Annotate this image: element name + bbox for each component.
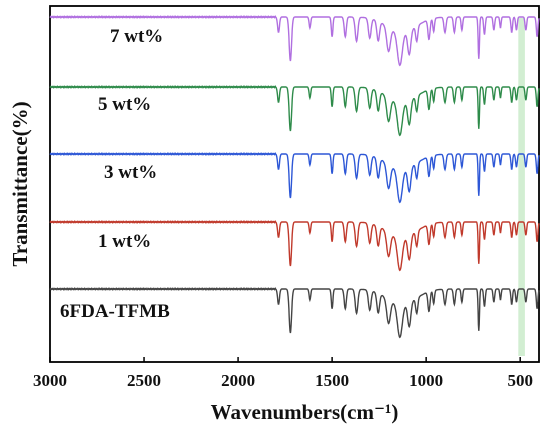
x-tick-label: 3000 (33, 371, 67, 390)
x-tick-label: 500 (507, 371, 533, 390)
plot-frame (49, 5, 540, 363)
series-line (49, 287, 540, 339)
x-axis-title: Wavenumbers(cm⁻¹) (211, 400, 399, 424)
series-line (49, 15, 540, 67)
series-label: 6FDA-TFMB (60, 301, 170, 322)
highlight-band (518, 18, 525, 356)
series-label: 3 wt% (104, 162, 157, 183)
series-line (49, 220, 540, 272)
x-tick-label: 1000 (409, 371, 443, 390)
series-line (49, 152, 540, 204)
series-label: 5 wt% (98, 94, 151, 115)
series-label: 1 wt% (98, 231, 151, 252)
y-axis-title: Transmittance(%) (8, 101, 32, 266)
x-axis-ticks: 3000 2500 2000 1500 1000 500 (33, 357, 533, 390)
series-label: 7 wt% (110, 26, 163, 47)
x-tick-label: 1500 (315, 371, 349, 390)
x-tick-label: 2500 (127, 371, 161, 390)
x-tick-label: 2000 (221, 371, 255, 390)
series-line (49, 85, 540, 137)
series-layer: 7 wt% 5 wt% 3 wt% 1 wt% 6FDA-TFMB (49, 15, 540, 339)
